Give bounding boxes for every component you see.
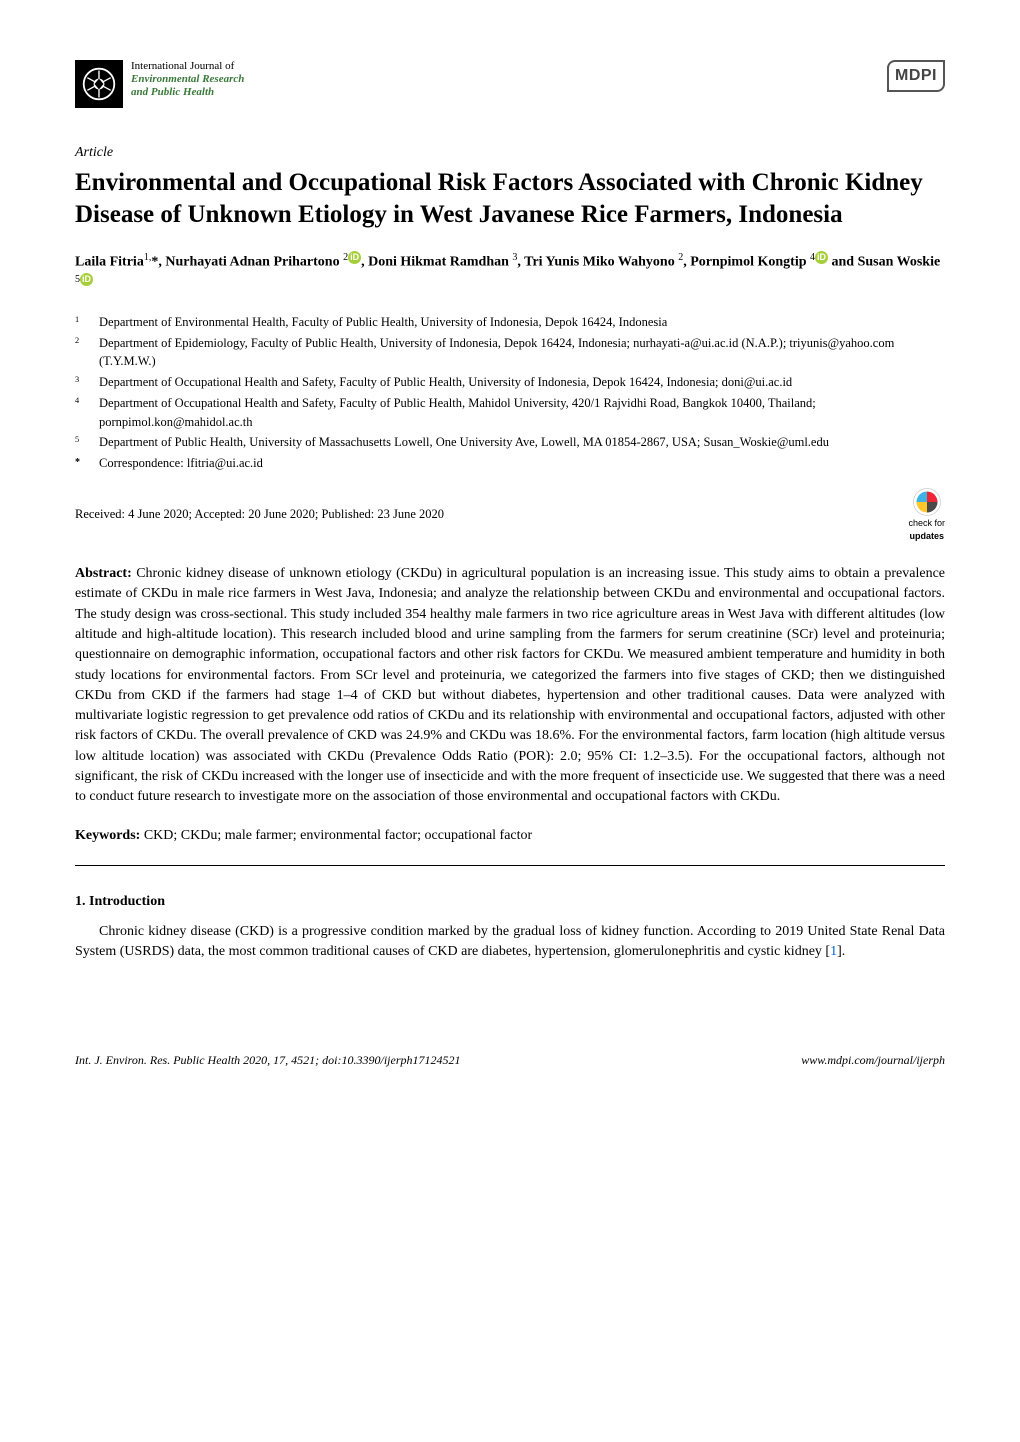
- abstract-block: Abstract: Chronic kidney disease of unkn…: [75, 564, 945, 808]
- journal-block: International Journal of Environmental R…: [75, 60, 244, 108]
- dates-row: Received: 4 June 2020; Accepted: 20 June…: [75, 487, 945, 542]
- check-updates-text2: updates: [909, 530, 944, 543]
- crossref-icon: [912, 487, 942, 517]
- affil-text: Department of Occupational Health and Sa…: [99, 373, 945, 392]
- intro-text: Chronic kidney disease (CKD) is a progre…: [75, 924, 945, 959]
- author-2: Nurhayati Adnan Prihartono: [165, 254, 339, 269]
- orcid-icon[interactable]: iD: [815, 251, 828, 264]
- orcid-icon[interactable]: iD: [80, 273, 93, 286]
- publisher-logo: MDPI: [887, 60, 945, 92]
- correspondence-text: Correspondence: lfitria@ui.ac.id: [99, 454, 945, 473]
- affiliations-list: 1 Department of Environmental Health, Fa…: [75, 313, 945, 473]
- journal-name: International Journal of Environmental R…: [131, 60, 244, 100]
- author-5: Pornpimol Kongtip: [690, 254, 806, 269]
- author-6: Susan Woskie: [858, 254, 941, 269]
- header-row: International Journal of Environmental R…: [75, 60, 945, 108]
- journal-line2: Environmental Research: [131, 73, 244, 86]
- affiliation-item: 2 Department of Epidemiology, Faculty of…: [99, 334, 945, 372]
- author-4: Tri Yunis Miko Wahyono: [524, 254, 675, 269]
- affil-num: 3: [75, 375, 79, 384]
- affil-num: 4: [75, 396, 79, 405]
- affil-text: Department of Public Health, University …: [99, 433, 945, 452]
- author-1: Laila Fitria: [75, 254, 144, 269]
- orcid-icon[interactable]: iD: [348, 251, 361, 264]
- keywords-block: Keywords: CKD; CKDu; male farmer; enviro…: [75, 826, 945, 846]
- affiliation-item: 4 Department of Occupational Health and …: [99, 394, 945, 432]
- author-3: Doni Hikmat Ramdhan: [368, 254, 509, 269]
- section-divider: [75, 865, 945, 866]
- article-title: Environmental and Occupational Risk Fact…: [75, 167, 945, 232]
- section-heading: 1. Introduction: [75, 892, 945, 912]
- affil-text: Department of Occupational Health and Sa…: [99, 394, 945, 432]
- check-updates-text1: check for: [908, 517, 945, 530]
- correspondence-item: * Correspondence: lfitria@ui.ac.id: [99, 454, 945, 473]
- abstract-text: Chronic kidney disease of unknown etiolo…: [75, 566, 945, 804]
- footer-citation: Int. J. Environ. Res. Public Health 2020…: [75, 1052, 461, 1069]
- page-footer: Int. J. Environ. Res. Public Health 2020…: [75, 1052, 945, 1069]
- affiliation-item: 3 Department of Occupational Health and …: [99, 373, 945, 392]
- article-type: Article: [75, 143, 945, 163]
- affil-num: 1: [75, 315, 79, 324]
- keywords-text: CKD; CKDu; male farmer; environmental fa…: [140, 828, 532, 843]
- abstract-label: Abstract:: [75, 566, 132, 581]
- affil-num: 5: [75, 435, 79, 444]
- footer-journal-link[interactable]: www.mdpi.com/journal/ijerph: [801, 1053, 945, 1067]
- publication-dates: Received: 4 June 2020; Accepted: 20 June…: [75, 506, 444, 524]
- intro-text-end: ].: [837, 944, 845, 959]
- authors-list: Laila Fitria1,*, Nurhayati Adnan Prihart…: [75, 250, 945, 295]
- affil-text: Department of Environmental Health, Facu…: [99, 313, 945, 332]
- journal-line3: and Public Health: [131, 86, 244, 99]
- affiliation-item: 1 Department of Environmental Health, Fa…: [99, 313, 945, 332]
- intro-paragraph: Chronic kidney disease (CKD) is a progre…: [75, 922, 945, 963]
- check-updates-badge[interactable]: check for updates: [908, 487, 945, 542]
- journal-line1: International Journal of: [131, 60, 244, 73]
- affiliation-item: 5 Department of Public Health, Universit…: [99, 433, 945, 452]
- journal-logo-icon: [75, 60, 123, 108]
- affil-text: Department of Epidemiology, Faculty of P…: [99, 334, 945, 372]
- keywords-label: Keywords:: [75, 828, 140, 843]
- affil-num: 2: [75, 336, 79, 345]
- correspondence-star: *: [75, 457, 80, 468]
